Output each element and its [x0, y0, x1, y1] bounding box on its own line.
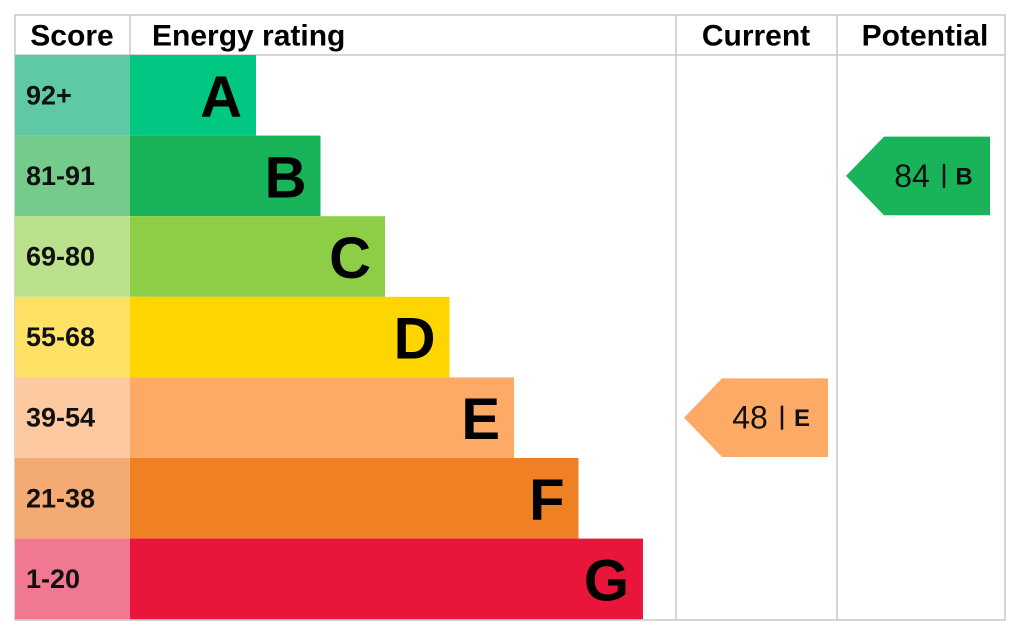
potential-letter: B: [955, 163, 972, 190]
score-label: 39-54: [26, 403, 95, 433]
header-potential: Potential: [862, 20, 989, 53]
score-cell: [15, 538, 130, 620]
rating-letter: D: [394, 307, 436, 372]
score-cell: [15, 377, 130, 458]
score-label: 92+: [26, 80, 72, 110]
score-label: 55-68: [26, 322, 95, 352]
score-cell: [15, 296, 130, 378]
rating-bar: [130, 55, 256, 136]
rating-letter: E: [461, 387, 500, 452]
rating-bar: [130, 538, 643, 620]
score-label: 21-38: [26, 483, 95, 513]
current-arrow: [684, 378, 828, 457]
rating-letter: C: [329, 226, 371, 291]
rating-bar: [130, 135, 321, 217]
score-cell: [15, 55, 130, 136]
header-current: Current: [702, 20, 810, 53]
score-label: 1-20: [26, 564, 80, 594]
current-letter: E: [794, 405, 810, 432]
header-rating: Energy rating: [152, 20, 345, 53]
rating-bar: [130, 296, 450, 378]
rating-letter: G: [584, 548, 629, 613]
score-label: 81-91: [26, 161, 95, 191]
header-score: Score: [30, 20, 113, 53]
rating-letter: F: [529, 468, 564, 533]
score-cell: [15, 216, 130, 297]
rating-bar: [130, 458, 579, 539]
current-value: 48: [732, 400, 768, 436]
score-label: 69-80: [26, 242, 95, 272]
potential-arrow: [846, 136, 990, 216]
rating-letter: B: [265, 145, 307, 210]
rating-letter: A: [200, 65, 242, 130]
rating-bar: [130, 216, 385, 297]
score-cell: [15, 458, 130, 539]
rating-bar: [130, 377, 514, 458]
score-cell: [15, 135, 130, 217]
potential-value: 84: [894, 158, 930, 194]
